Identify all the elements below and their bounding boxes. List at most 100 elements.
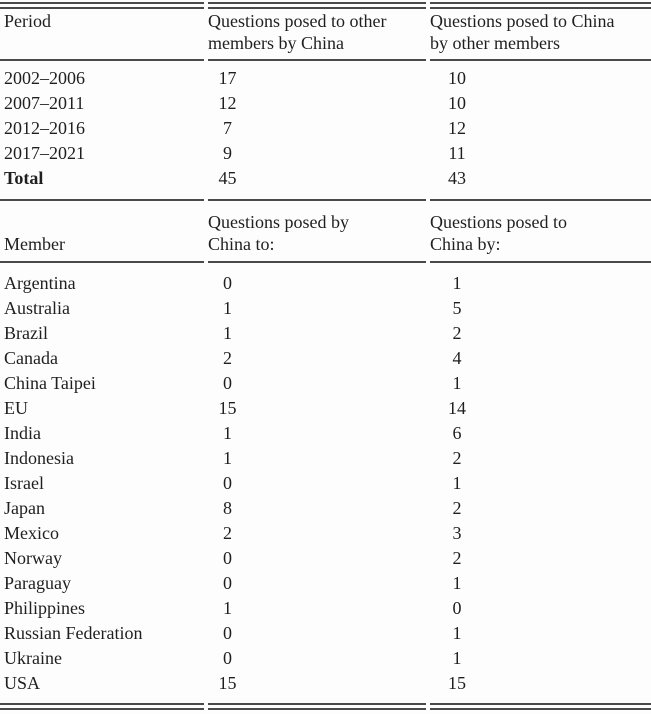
cell-questions-to-china: 0	[427, 596, 651, 621]
cell-questions-to-china: 1	[427, 271, 651, 296]
value-questions-to-china: 1	[452, 473, 462, 493]
cell-questions-to-china: 1	[427, 471, 651, 496]
value-questions-to-china: 5	[452, 298, 462, 318]
cell-questions-to-china: 2	[427, 496, 651, 521]
value-questions-to-china: 1	[452, 648, 462, 668]
total-row-label: Total	[4, 168, 44, 188]
value-questions-by-china: 1	[223, 598, 232, 618]
table-row: 2017–2021 9 11	[0, 141, 651, 166]
table-row: Ukraine 0 1	[0, 646, 651, 671]
column-header-questions-to-china: Questions posed to China by:	[430, 212, 567, 254]
table-row: 2007–2011 12 10	[0, 91, 651, 116]
cell-questions-by-china: 1	[205, 421, 427, 446]
cell-questions-to-china: 1	[427, 371, 651, 396]
value-questions-by-china: 1	[223, 448, 232, 468]
border-line	[0, 708, 651, 710]
row-label: Australia	[4, 298, 70, 318]
cell-questions-by-china: 9	[205, 141, 427, 166]
cell-questions-to-china: 1	[427, 646, 651, 671]
cell-questions-by-china: 45	[205, 166, 427, 191]
value-questions-to-china: 6	[452, 423, 462, 443]
cell-questions-by-china: 15	[205, 396, 427, 421]
table-row: Japan 8 2	[0, 496, 651, 521]
table-row: Argentina 0 1	[0, 271, 651, 296]
table-row: Paraguay 0 1	[0, 571, 651, 596]
cell-questions-by-china: 7	[205, 116, 427, 141]
row-label: Argentina	[4, 273, 76, 293]
value-questions-to-china: 2	[452, 548, 462, 568]
member-table-body: Argentina 0 1 Australia 1 5 Brazil 1 2 Canada 2 4 Ch…	[0, 263, 651, 703]
cell-questions-to-china: 2	[427, 546, 651, 571]
table-row: 2002–2006 17 10	[0, 66, 651, 91]
cell-questions-by-china: 0	[205, 471, 427, 496]
value-questions-to-china: 2	[452, 448, 462, 468]
value-questions-to-china: 15	[448, 673, 466, 693]
value-questions-to-china: 3	[452, 523, 462, 543]
row-label: 2012–2016	[4, 118, 85, 138]
section-rule	[0, 199, 651, 201]
cell-questions-to-china: 14	[427, 396, 651, 421]
cell-questions-to-china: 4	[427, 346, 651, 371]
cell-questions-by-china: 0	[205, 271, 427, 296]
value-questions-to-china: 12	[448, 118, 466, 138]
table-row: Indonesia 1 2	[0, 446, 651, 471]
value-questions-to-china: 2	[452, 323, 462, 343]
cell-questions-to-china: 12	[427, 116, 651, 141]
cell-questions-by-china: 12	[205, 91, 427, 116]
row-label: Russian Federation	[4, 623, 143, 643]
cell-questions-to-china: 5	[427, 296, 651, 321]
value-questions-by-china: 0	[223, 473, 232, 493]
column-header-questions-to-china: Questions posed to China by other member…	[430, 11, 615, 53]
table-row: Russian Federation 0 1	[0, 621, 651, 646]
value-questions-by-china: 0	[223, 623, 232, 643]
member-table-header-row: Member Questions posed by China to: Ques…	[0, 201, 651, 261]
row-label: 2007–2011	[4, 93, 85, 113]
row-label: Brazil	[4, 323, 48, 343]
value-questions-to-china: 14	[448, 398, 466, 418]
cell-questions-by-china: 1	[205, 446, 427, 471]
table-row: Australia 1 5	[0, 296, 651, 321]
value-questions-by-china: 0	[223, 373, 232, 393]
value-questions-by-china: 1	[223, 298, 232, 318]
value-questions-to-china: 43	[448, 168, 466, 188]
period-table-body: 2002–2006 17 10 2007–2011 12 10 2012–2016 7 12 20…	[0, 61, 651, 199]
cell-questions-to-china: 1	[427, 571, 651, 596]
value-questions-to-china: 2	[452, 498, 462, 518]
column-header-questions-by-china: Questions posed by China to:	[208, 212, 349, 254]
table-row: Mexico 2 3	[0, 521, 651, 546]
table-row: Israel 0 1	[0, 471, 651, 496]
column-header-member: Member	[4, 234, 65, 254]
value-questions-to-china: 0	[452, 598, 462, 618]
border-line	[0, 2, 651, 4]
cell-questions-by-china: 17	[205, 66, 427, 91]
cell-questions-to-china: 1	[427, 621, 651, 646]
value-questions-to-china: 1	[452, 573, 462, 593]
value-questions-by-china: 0	[223, 273, 232, 293]
row-label: 2002–2006	[4, 68, 85, 88]
column-header-questions-by-china: Questions posed to other members by Chin…	[208, 11, 387, 53]
value-questions-by-china: 15	[218, 398, 237, 418]
table-bottom-border	[0, 703, 651, 710]
cell-questions-by-china: 2	[205, 521, 427, 546]
value-questions-to-china: 10	[448, 68, 466, 88]
cell-questions-by-china: 0	[205, 646, 427, 671]
value-questions-by-china: 2	[223, 523, 232, 543]
cell-questions-to-china: 10	[427, 91, 651, 116]
cell-questions-by-china: 15	[205, 671, 427, 696]
value-questions-by-china: 0	[223, 548, 232, 568]
cell-questions-to-china: 11	[427, 141, 651, 166]
value-questions-by-china: 12	[218, 93, 237, 113]
row-label: Norway	[4, 548, 62, 568]
cell-questions-to-china: 3	[427, 521, 651, 546]
cell-questions-by-china: 0	[205, 571, 427, 596]
cell-questions-to-china: 6	[427, 421, 651, 446]
table-row: Total 45 43	[0, 166, 651, 191]
table-row: Brazil 1 2	[0, 321, 651, 346]
cell-questions-by-china: 0	[205, 546, 427, 571]
row-label: Mexico	[4, 523, 59, 543]
value-questions-to-china: 1	[452, 373, 462, 393]
cell-questions-by-china: 2	[205, 346, 427, 371]
value-questions-to-china: 10	[448, 93, 466, 113]
cell-questions-by-china: 0	[205, 621, 427, 646]
